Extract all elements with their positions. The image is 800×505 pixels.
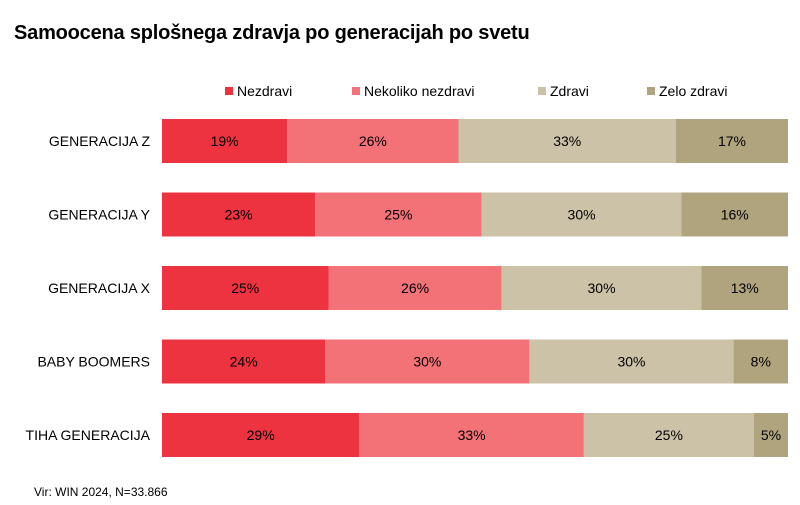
legend-swatch-zelo-zdravi: [647, 87, 655, 95]
category-label: TIHA GENERACIJA: [26, 427, 151, 443]
bar-segment: [583, 413, 754, 457]
data-label: 23%: [225, 207, 253, 223]
bar-segment: [287, 119, 459, 163]
data-label: 13%: [731, 280, 759, 296]
bar-segment: [753, 413, 788, 457]
legend: Nezdravi Nekoliko nezdravi Zdravi Zelo z…: [0, 83, 800, 103]
data-label: 17%: [718, 133, 746, 149]
legend-item-nekoliko-nezdravi: Nekoliko nezdravi: [352, 83, 475, 99]
bar-segment: [458, 119, 676, 163]
bar-segment: [162, 413, 360, 457]
legend-swatch-zdravi: [538, 87, 546, 95]
bar-segment: [359, 413, 584, 457]
category-label: BABY BOOMERS: [37, 354, 150, 370]
bar-segment: [501, 266, 702, 310]
data-label: 19%: [211, 133, 239, 149]
data-label: 26%: [359, 133, 387, 149]
legend-label-nezdravi: Nezdravi: [237, 83, 293, 99]
legend-item-zelo-zdravi: Zelo zdravi: [647, 83, 727, 99]
data-label: 5%: [761, 427, 781, 443]
bar-segment: [481, 192, 682, 237]
legend-item-zdravi: Zdravi: [538, 83, 589, 99]
bar-segment: [315, 192, 482, 237]
data-label: 30%: [413, 354, 441, 370]
bar-segment: [675, 119, 788, 163]
data-label: 29%: [247, 427, 275, 443]
legend-label-zelo-zdravi: Zelo zdravi: [659, 83, 728, 99]
category-label: GENERACIJA Z: [49, 133, 151, 149]
data-label: 16%: [721, 207, 749, 223]
chart-title: Samoocena splošnega zdravja po generacij…: [14, 22, 530, 44]
bar-segment: [681, 192, 788, 237]
data-label: 8%: [751, 354, 771, 370]
data-label: 25%: [231, 280, 259, 296]
bar-segment: [328, 266, 502, 310]
data-label: 33%: [553, 133, 581, 149]
legend-swatch-nekoliko-nezdravi: [352, 87, 360, 95]
legend-swatch-nezdravi: [225, 87, 233, 95]
bar-segment: [529, 339, 734, 384]
category-label: GENERACIJA X: [48, 280, 151, 296]
data-label: 24%: [230, 354, 258, 370]
bar-segment: [162, 119, 288, 163]
category-label: GENERACIJA Y: [48, 207, 150, 223]
data-label: 25%: [384, 207, 412, 223]
bar-segment: [162, 339, 326, 384]
data-label: 26%: [401, 280, 429, 296]
bar-segment: [325, 339, 530, 384]
source-note: Vir: WIN 2024, N=33.866: [34, 485, 168, 499]
bar-segment: [162, 192, 316, 237]
bar-segment: [162, 266, 329, 310]
data-label: 30%: [568, 207, 596, 223]
data-label: 25%: [655, 427, 683, 443]
data-label: 33%: [458, 427, 486, 443]
legend-label-nekoliko-nezdravi: Nekoliko nezdravi: [364, 83, 475, 99]
bar-segment: [733, 339, 788, 384]
bar-segment: [701, 266, 788, 310]
legend-item-nezdravi: Nezdravi: [225, 83, 292, 99]
legend-label-zdravi: Zdravi: [550, 83, 589, 99]
data-label: 30%: [588, 280, 616, 296]
data-label: 30%: [617, 354, 645, 370]
